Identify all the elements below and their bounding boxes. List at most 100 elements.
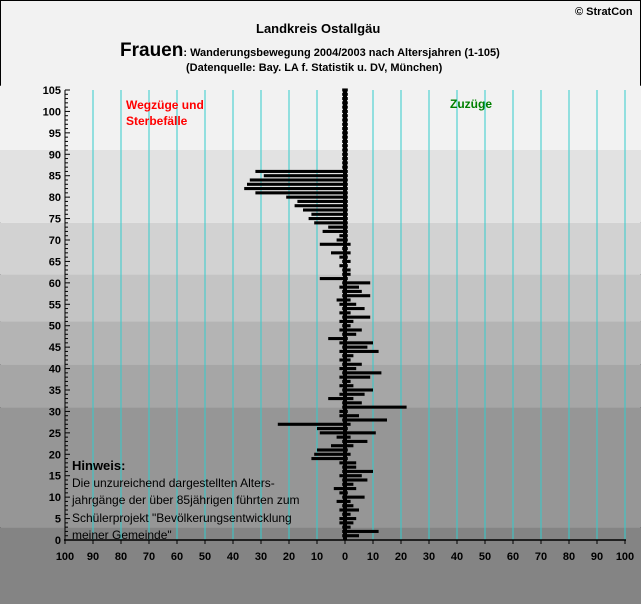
bar-age-75 — [308, 217, 348, 221]
note-line-4: meiner Gemeinde" — [72, 528, 172, 542]
x-tick-label: 70 — [143, 551, 155, 563]
y-tick-labels: 0 5 10 15 20 25 30 35 40 45 50 55 60 65 70 75 80 85 90 95 10… — [43, 85, 61, 547]
y-tick-label: 55 — [49, 299, 61, 311]
x-tick-label: 50 — [479, 551, 491, 563]
bar-age-74 — [314, 221, 348, 225]
y-tick-label: 60 — [49, 278, 61, 290]
bar-age-14 — [342, 478, 368, 482]
bar-age-83 — [247, 182, 348, 186]
bar-age-67 — [331, 251, 351, 255]
bar-age-19 — [311, 457, 348, 461]
x-tick-label: 40 — [227, 551, 239, 563]
age-band-2 — [0, 364, 641, 408]
bar-age-57 — [342, 294, 371, 298]
bar-age-17 — [342, 465, 357, 469]
left-annotation-line-2: Sterbefälle — [126, 114, 188, 128]
x-tick-label: 10 — [311, 551, 323, 563]
bar-age-77 — [303, 208, 348, 212]
bar-age-16 — [342, 469, 373, 473]
x-tick-label: 100 — [56, 551, 74, 563]
bar-age-15 — [339, 474, 362, 478]
bar-age-32 — [342, 401, 362, 405]
bar-age-2 — [342, 529, 379, 533]
x-tick-label: 60 — [171, 551, 183, 563]
y-tick-label: 5 — [55, 514, 61, 526]
x-tick-label: 80 — [563, 551, 575, 563]
chart-title: Frauen: Wanderungsbewegung 2004/2003 nac… — [120, 40, 500, 62]
x-tick-label: 90 — [87, 551, 99, 563]
bar-age-48 — [342, 332, 357, 336]
bar-age-22 — [331, 444, 354, 448]
bar-age-79 — [297, 199, 348, 203]
bar-age-76 — [311, 212, 348, 216]
bar-age-80 — [286, 195, 348, 199]
bar-age-69 — [319, 242, 351, 246]
y-tick-label: 105 — [43, 85, 61, 97]
x-tick-labels: 100 90 80 70 60 50 40 30 20 10 0 10 20 30 40 50 60 70 80 90… — [56, 551, 634, 563]
bar-age-31 — [342, 405, 407, 409]
age-band-7 — [0, 85, 641, 150]
bar-age-5 — [339, 517, 357, 521]
axes — [64, 89, 626, 544]
grid-lines — [92, 90, 626, 540]
bar-age-55 — [339, 302, 357, 306]
x-tick-label: 40 — [451, 551, 463, 563]
bar-age-72 — [322, 229, 348, 233]
y-tick-label: 30 — [49, 406, 61, 418]
bar-age-29 — [339, 414, 359, 418]
y-tick-label: 50 — [49, 321, 61, 333]
bar-age-26 — [317, 427, 348, 431]
bar-age-23 — [342, 439, 368, 443]
left-annotation-line-1: Wegzüge und — [126, 98, 204, 112]
bar-age-25 — [319, 431, 376, 435]
age-band-0 — [0, 527, 641, 540]
region-title: Landkreis Ostallgäu — [256, 21, 381, 36]
x-tick-label: 20 — [283, 551, 295, 563]
x-tick-label: 10 — [367, 551, 379, 563]
bar-age-34 — [339, 392, 365, 396]
bar-age-84 — [249, 178, 348, 182]
x-tick-label: 90 — [591, 551, 603, 563]
x-tick-label: 100 — [616, 551, 634, 563]
y-tick-label: 75 — [49, 214, 61, 226]
bar-age-33 — [328, 397, 354, 401]
note-line-2: jahrgänge der über 85jährigen führten zu… — [72, 493, 300, 507]
bar-age-40 — [339, 367, 357, 371]
y-tick-label: 65 — [49, 256, 61, 268]
age-band-6 — [0, 150, 641, 223]
note-line-1: Die unzureichend dargestellten Alters- — [72, 475, 275, 490]
bar-age-35 — [342, 388, 373, 392]
bar-age-27 — [277, 422, 351, 426]
title-main: Frauen — [120, 40, 184, 61]
bar-age-54 — [342, 307, 365, 311]
bar-age-20 — [314, 452, 351, 456]
left-annotation: Wegzüge und Sterbefälle — [126, 97, 204, 129]
zero-axis — [343, 90, 347, 540]
bar-age-73 — [328, 225, 348, 229]
bar-age-81 — [255, 191, 348, 195]
bar-age-7 — [339, 508, 359, 512]
age-band-4 — [0, 274, 641, 322]
bar-age-46 — [339, 341, 373, 345]
y-tick-label: 35 — [49, 385, 61, 397]
bar-age-10 — [342, 495, 365, 499]
bar-age-47 — [328, 337, 348, 341]
bar-age-18 — [339, 461, 357, 465]
y-tick-label: 70 — [49, 235, 61, 247]
bar-age-1 — [342, 534, 359, 538]
x-tick-label: 60 — [507, 551, 519, 563]
bar-age-82 — [244, 187, 348, 191]
x-tick-label: 80 — [115, 551, 127, 563]
bar-age-41 — [342, 362, 362, 366]
bar-age-86 — [255, 169, 348, 173]
y-tick-label: 20 — [49, 449, 61, 461]
right-annotation: Zuzüge — [450, 97, 492, 111]
note-box: Hinweis: Die unzureichend dargestellten … — [72, 457, 299, 545]
y-tick-label: 95 — [49, 128, 61, 140]
bar-age-59 — [339, 285, 359, 289]
age-band-base — [0, 540, 641, 604]
bar-age-60 — [342, 281, 371, 285]
note-heading: Hinweis: — [72, 458, 126, 473]
x-tick-label: 0 — [342, 551, 348, 563]
